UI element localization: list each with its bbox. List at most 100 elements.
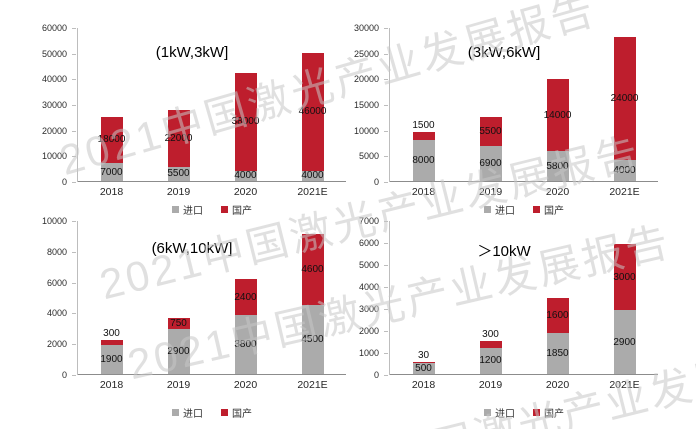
bar-segment-import (479, 347, 502, 374)
legend: 进口 国产 (390, 405, 658, 420)
bar-segment-domestic (301, 52, 324, 171)
y-tick-mark (72, 28, 76, 29)
bar-segment-domestic (234, 73, 257, 171)
y-tick-mark (384, 221, 388, 222)
y-tick-label: 0 (61, 177, 67, 187)
value-label-domestic: 2400 (234, 291, 257, 303)
bar-segment-import (167, 166, 190, 181)
value-label-domestic: 1500 (412, 119, 435, 131)
value-label-domestic: 5500 (479, 125, 502, 137)
y-tick-label: 0 (373, 370, 379, 380)
y-tick-mark (72, 375, 76, 376)
x-axis-label: 2018 (411, 379, 436, 391)
value-label-domestic: 4600 (301, 263, 324, 275)
legend-item-domestic: 国产 (221, 202, 252, 217)
bar-segment-domestic (167, 110, 190, 167)
value-label-import: 1850 (546, 348, 569, 360)
legend-swatch-domestic (533, 409, 540, 416)
bar-slot: 2900 750 (145, 220, 212, 374)
y-tick-mark (384, 353, 388, 354)
y-axis: 0 5000 10000 15000 20000 25000 30000 (348, 23, 390, 187)
bar-segment-domestic (613, 244, 636, 311)
value-label-import: 4000 (301, 170, 324, 182)
value-label-import: 2900 (167, 346, 190, 358)
bar-segment-domestic (301, 233, 324, 305)
value-label-import: 4500 (301, 333, 324, 345)
y-tick-mark (384, 53, 388, 55)
bar-slot: 5800 14000 (524, 27, 591, 181)
value-label-domestic: 3000 (613, 271, 636, 283)
y-tick-label: 50000 (41, 48, 67, 59)
bar-segment-domestic (234, 278, 257, 316)
value-label-domestic: 24000 (610, 93, 639, 105)
x-axis-label: 2019 (478, 186, 503, 198)
bar-slot: 6900 5500 (457, 27, 524, 181)
bar-segment-import (100, 163, 123, 181)
bar-slot: 1900 300 (78, 220, 145, 374)
bar-segment-domestic (412, 362, 435, 363)
y-tick-label: 4000 (358, 282, 379, 292)
x-axis-label: 2021E (297, 186, 328, 198)
chart-title: (6kW,10kW] (151, 240, 233, 257)
value-label-domestic: 46000 (298, 106, 327, 118)
bar-slot: 4000 38000 (212, 27, 279, 181)
legend-label-domestic: 国产 (232, 409, 252, 420)
y-tick-mark (72, 344, 76, 346)
value-label-import: 1900 (100, 353, 123, 365)
legend-swatch-import (172, 206, 179, 213)
bar-slot: 5500 22000 (145, 27, 212, 181)
y-tick-label: 8000 (46, 246, 67, 257)
bar-segment-domestic (167, 317, 190, 330)
chart-1kw-3kw: (1kW,3kW] 0 10000 20000 30000 40000 50000 6000… (0, 0, 348, 217)
y-tick-mark (72, 221, 76, 222)
value-label-domestic: 750 (170, 318, 187, 330)
y-tick-label: 3000 (358, 304, 379, 314)
bar-slot: 3800 2400 (212, 220, 279, 374)
y-tick-label: 20000 (353, 74, 379, 85)
plot-row: 0 10000 20000 30000 40000 50000 60000 7000 1800… (0, 23, 348, 187)
plot-row: 0 1000 2000 3000 4000 5000 6000 7000 500 30 1200 3… (348, 216, 696, 380)
value-label-import: 3800 (234, 339, 257, 351)
legend: 进口 国产 (78, 405, 346, 420)
legend-item-domestic: 国产 (533, 202, 564, 217)
value-label-import: 5800 (546, 160, 569, 172)
y-tick-label: 30000 (41, 100, 67, 110)
x-axis-label: 2020 (545, 379, 570, 391)
y-tick-label: 5000 (358, 260, 379, 270)
chart-title: (3kW,6kW] (467, 44, 541, 61)
y-tick-mark (384, 156, 388, 158)
x-axis-label: 2018 (99, 186, 124, 198)
x-axis-label: 2020 (233, 186, 258, 198)
y-tick-mark (72, 251, 76, 253)
bar-segment-import (479, 145, 502, 181)
plot-area: 7000 18000 5500 22000 4000 38000 4000 46000 (78, 27, 346, 182)
y-tick-mark (384, 375, 388, 376)
bar-slot: 7000 18000 (78, 27, 145, 181)
chart-over-10kw: ＞10kW 0 1000 2000 3000 4000 5000 6000 7000 500 3… (348, 215, 696, 429)
value-label-domestic: 1600 (546, 310, 569, 322)
x-axis-label: 2021E (609, 186, 640, 198)
y-tick-mark (72, 53, 76, 55)
x-axis-label: 2019 (166, 186, 191, 198)
bar-segment-import (412, 139, 435, 181)
y-tick-mark (72, 313, 76, 315)
y-tick-label: 25000 (353, 48, 379, 59)
value-label-import: 500 (415, 363, 432, 374)
bar-segment-domestic (546, 79, 569, 152)
bar-segment-domestic (100, 340, 123, 345)
bar-segment-import (234, 315, 257, 374)
y-tick-mark (384, 79, 388, 81)
plot-area: 500 30 1200 300 1850 1600 2900 3000 (390, 220, 658, 375)
chart-title: (1kW,3kW] (155, 44, 229, 61)
x-axis-label: 2020 (545, 186, 570, 198)
legend-item-import: 进口 (484, 405, 515, 420)
value-label-domestic: 300 (482, 328, 499, 340)
y-tick-label: 5000 (358, 151, 379, 162)
legend-swatch-domestic (533, 206, 540, 213)
y-tick-label: 7000 (358, 216, 379, 226)
bar-segment-domestic (412, 132, 435, 140)
legend-label-domestic: 国产 (544, 409, 564, 420)
y-tick-mark (384, 243, 388, 244)
value-label-domestic: 18000 (97, 134, 126, 146)
y-tick-mark (72, 156, 76, 158)
